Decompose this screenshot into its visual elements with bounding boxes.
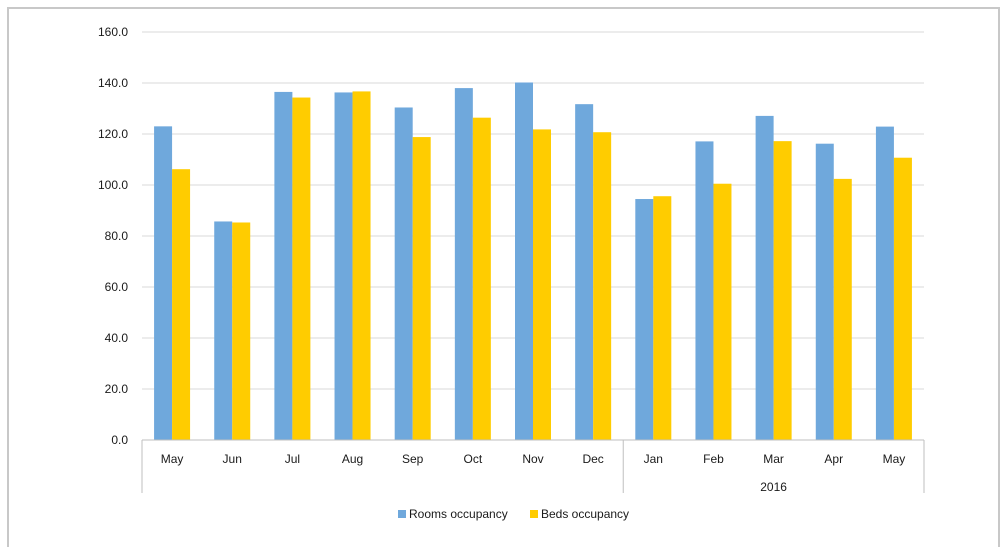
y-tick-label: 100.0 <box>98 178 128 192</box>
x-tick-label: Jul <box>285 452 300 466</box>
rooms-occupancy-bar <box>334 92 353 440</box>
x-tick-label: May <box>161 452 184 466</box>
beds-occupancy-bar <box>653 196 672 440</box>
x-tick-label: May <box>883 452 906 466</box>
rooms-occupancy-bar <box>755 115 774 441</box>
y-tick-label: 120.0 <box>98 127 128 141</box>
beds-occupancy-bar <box>713 183 732 440</box>
x-tick-label: Oct <box>464 452 483 466</box>
beds-occupancy-bar <box>172 169 191 440</box>
beds-legend-swatch <box>530 510 538 518</box>
y-tick-label: 160.0 <box>98 25 128 39</box>
x-tick-label: Aug <box>342 452 363 466</box>
y-axis-ticks: 0.0 20.0 40.0 60.0 80.0 100.0 120.0 140.0 160.0 <box>98 25 128 447</box>
x-tick-label: Apr <box>824 452 843 466</box>
legend-label: Rooms occupancy <box>409 507 508 521</box>
beds-occupancy-bar <box>232 222 251 440</box>
beds-occupancy-bar <box>893 157 912 440</box>
legend-label: Beds occupancy <box>541 507 629 521</box>
x-tick-label: Jun <box>223 452 242 466</box>
x-tick-label: Jan <box>644 452 663 466</box>
beds-occupancy-bar <box>533 129 551 440</box>
rooms-occupancy-bar <box>154 126 173 440</box>
rooms-occupancy-bar <box>575 104 594 440</box>
rooms-occupancy-bar <box>815 143 834 440</box>
rooms-legend-swatch <box>398 510 406 518</box>
beds-occupancy-bar <box>833 178 852 440</box>
x-group-label: 2016 <box>760 480 787 494</box>
y-tick-label: 60.0 <box>105 280 129 294</box>
x-tick-label: Mar <box>763 452 784 466</box>
rooms-occupancy-bar <box>515 82 533 441</box>
beds-occupancy-bar <box>352 91 371 440</box>
bars <box>154 82 912 441</box>
x-tick-label: Feb <box>703 452 724 466</box>
y-tick-label: 140.0 <box>98 76 128 90</box>
rooms-occupancy-bar <box>635 199 654 440</box>
x-axis <box>141 439 925 493</box>
rooms-occupancy-bar <box>875 126 894 440</box>
y-tick-label: 0.0 <box>111 433 128 447</box>
y-tick-label: 20.0 <box>105 382 129 396</box>
x-tick-label: Nov <box>522 452 543 466</box>
x-tick-label: Dec <box>582 452 603 466</box>
x-axis-ticks: May Jun Jul Aug Sep Oct Nov Dec Jan Feb Mar Apr May 2… <box>161 452 906 494</box>
beds-occupancy-bar <box>412 137 431 440</box>
y-tick-label: 40.0 <box>105 331 129 345</box>
x-tick-label: Sep <box>402 452 424 466</box>
rooms-occupancy-bar <box>394 107 413 440</box>
y-tick-label: 80.0 <box>105 229 129 243</box>
legend: Rooms occupancy Beds occupancy <box>398 507 629 521</box>
beds-occupancy-bar <box>773 141 792 440</box>
beds-occupancy-bar <box>292 97 311 440</box>
beds-occupancy-bar <box>593 132 612 440</box>
beds-occupancy-bar <box>472 117 491 441</box>
rooms-occupancy-bar <box>214 221 233 440</box>
rooms-occupancy-bar <box>274 91 293 441</box>
rooms-occupancy-bar <box>695 141 714 440</box>
rooms-occupancy-bar <box>454 88 473 440</box>
